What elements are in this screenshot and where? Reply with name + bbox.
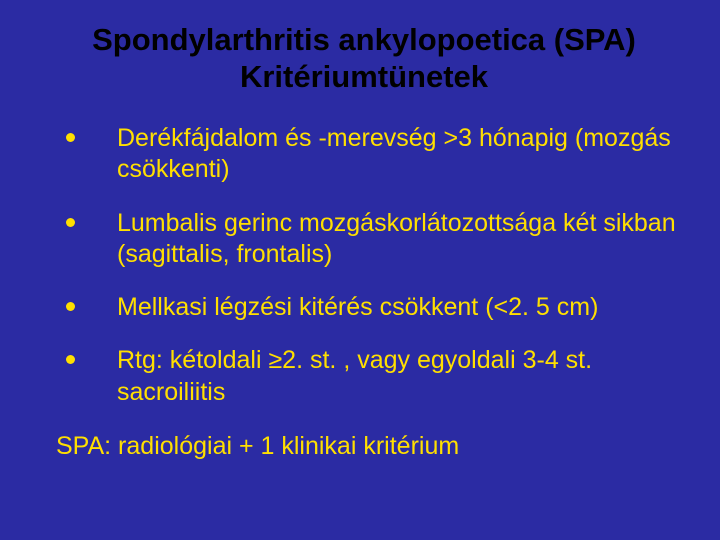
list-item: Derékfájdalom és -merevség >3 hónapig (m… [48, 123, 680, 186]
bullet-list: Derékfájdalom és -merevség >3 hónapig (m… [48, 123, 680, 408]
bullet-dot-icon [66, 218, 75, 227]
slide: Spondylarthritis ankylopoetica (SPA) Kri… [0, 0, 720, 540]
footer-text: SPA: radiológiai + 1 klinikai kritérium [56, 432, 680, 461]
bullet-text: Derékfájdalom és -merevség >3 hónapig (m… [117, 123, 680, 186]
slide-title: Spondylarthritis ankylopoetica (SPA) Kri… [48, 22, 680, 95]
bullet-dot-icon [66, 133, 75, 142]
title-line-1: Spondylarthritis ankylopoetica (SPA) [92, 22, 636, 57]
list-item: Mellkasi légzési kitérés csökkent (<2. 5… [48, 292, 680, 323]
bullet-text: Lumbalis gerinc mozgáskorlátozottsága ké… [117, 208, 680, 271]
bullet-dot-icon [66, 355, 75, 364]
bullet-text: Mellkasi légzési kitérés csökkent (<2. 5… [117, 292, 598, 323]
bullet-dot-icon [66, 302, 75, 311]
list-item: Lumbalis gerinc mozgáskorlátozottsága ké… [48, 208, 680, 271]
list-item: Rtg: kétoldali ≥2. st. , vagy egyoldali … [48, 345, 680, 408]
title-line-2: Kritériumtünetek [240, 59, 488, 94]
bullet-text: Rtg: kétoldali ≥2. st. , vagy egyoldali … [117, 345, 680, 408]
